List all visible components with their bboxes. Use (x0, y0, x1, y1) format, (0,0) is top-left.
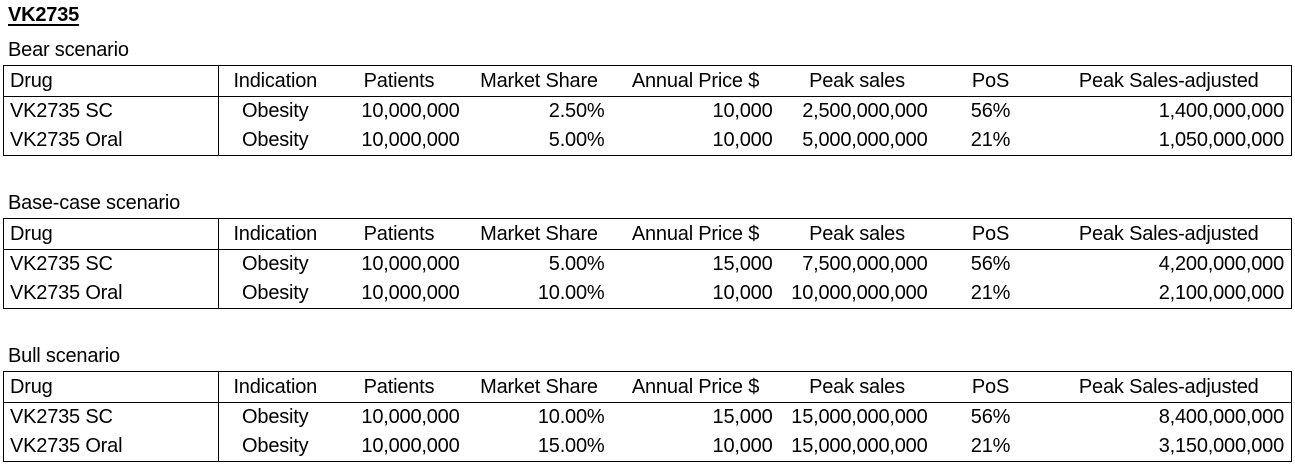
cell-market-share: 10.00% (537, 282, 605, 304)
cell-market-share: 15.00% (537, 435, 605, 457)
header-row: Drug Indication Patients Market Share An… (3, 371, 1292, 403)
cell-drug: VK2735 Oral (3, 432, 219, 462)
scenario-table-bull: Drug Indication Patients Market Share An… (3, 371, 1292, 462)
col-header-drug: Drug (3, 218, 219, 250)
cell-indication: Obesity (242, 253, 309, 275)
cell-drug: VK2735 SC (3, 402, 219, 432)
cell-peak-sales-adjusted: 1,050,000,000 (1158, 129, 1285, 151)
cell-indication: Obesity (242, 282, 309, 304)
cell-peak-sales: 5,000,000,000 (802, 129, 928, 151)
col-header-pos: PoS (934, 218, 1047, 250)
header-row: Drug Indication Patients Market Share An… (3, 218, 1292, 250)
cell-annual-price: 10,000 (712, 435, 773, 457)
cell-drug: VK2735 Oral (3, 279, 219, 309)
cell-patients: 10,000,000 (361, 253, 460, 275)
cell-pos: 56% (970, 406, 1011, 428)
header-row: Drug Indication Patients Market Share An… (3, 65, 1292, 97)
col-header-market-share: Market Share (466, 65, 612, 97)
cell-indication: Obesity (242, 406, 309, 428)
cell-pos: 21% (970, 282, 1011, 304)
cell-peak-sales: 15,000,000,000 (791, 435, 928, 457)
cell-indication: Obesity (242, 435, 309, 457)
cell-annual-price: 10,000 (712, 129, 773, 151)
cell-market-share: 10.00% (537, 406, 605, 428)
cell-peak-sales-adjusted: 3,150,000,000 (1158, 435, 1285, 457)
cell-peak-sales: 15,000,000,000 (791, 406, 928, 428)
cell-drug: VK2735 Oral (3, 126, 219, 156)
cell-annual-price: 15,000 (712, 406, 773, 428)
col-header-drug: Drug (3, 371, 219, 403)
cell-peak-sales-adjusted: 2,100,000,000 (1158, 282, 1285, 304)
cell-annual-price: 10,000 (712, 100, 773, 122)
col-header-annual-price: Annual Price $ (611, 371, 780, 403)
cell-pos: 56% (970, 100, 1011, 122)
scenario-section-bear: Bear scenario Drug Indication Patients M… (0, 39, 1295, 156)
cell-peak-sales: 2,500,000,000 (802, 100, 928, 122)
cell-peak-sales: 10,000,000,000 (791, 282, 928, 304)
cell-peak-sales-adjusted: 8,400,000,000 (1158, 406, 1285, 428)
col-header-patients: Patients (331, 65, 467, 97)
cell-pos: 21% (970, 129, 1011, 151)
col-header-patients: Patients (331, 218, 467, 250)
col-header-peak-sales: Peak sales (779, 218, 935, 250)
cell-drug: VK2735 SC (3, 249, 219, 279)
table-row: VK2735 Oral Obesity 10,000,000 10.00% 10… (3, 279, 1292, 309)
table-row: VK2735 SC Obesity 10,000,000 2.50% 10,00… (3, 96, 1292, 126)
cell-patients: 10,000,000 (361, 129, 460, 151)
col-header-peak-sales-adjusted: Peak Sales-adjusted (1046, 371, 1292, 403)
page-title: VK2735 (8, 4, 80, 26)
table-row: VK2735 SC Obesity 10,000,000 5.00% 15,00… (3, 249, 1292, 279)
cell-pos: 21% (970, 435, 1011, 457)
col-header-annual-price: Annual Price $ (611, 218, 780, 250)
scenario-table-bear: Drug Indication Patients Market Share An… (3, 65, 1292, 156)
table-row: VK2735 Oral Obesity 10,000,000 5.00% 10,… (3, 126, 1292, 156)
scenario-label: Bear scenario (8, 39, 129, 61)
cell-patients: 10,000,000 (361, 282, 460, 304)
col-header-pos: PoS (934, 65, 1047, 97)
cell-indication: Obesity (242, 100, 309, 122)
cell-peak-sales-adjusted: 1,400,000,000 (1158, 100, 1285, 122)
table-row: VK2735 SC Obesity 10,000,000 10.00% 15,0… (3, 402, 1292, 432)
table-row: VK2735 Oral Obesity 10,000,000 15.00% 10… (3, 432, 1292, 462)
col-header-indication: Indication (218, 65, 332, 97)
col-header-pos: PoS (934, 371, 1047, 403)
col-header-drug: Drug (3, 65, 219, 97)
scenario-section-base-case: Base-case scenario Drug Indication Patie… (0, 192, 1295, 309)
col-header-market-share: Market Share (466, 218, 612, 250)
cell-indication: Obesity (242, 129, 309, 151)
col-header-annual-price: Annual Price $ (611, 65, 780, 97)
col-header-indication: Indication (218, 218, 332, 250)
col-header-market-share: Market Share (466, 371, 612, 403)
col-header-peak-sales: Peak sales (779, 371, 935, 403)
col-header-patients: Patients (331, 371, 467, 403)
cell-annual-price: 15,000 (712, 253, 773, 275)
cell-annual-price: 10,000 (712, 282, 773, 304)
cell-peak-sales: 7,500,000,000 (802, 253, 928, 275)
document: VK2735 Bear scenario Drug Indication Pat… (0, 4, 1295, 462)
scenario-table-base-case: Drug Indication Patients Market Share An… (3, 218, 1292, 309)
cell-pos: 56% (970, 253, 1011, 275)
cell-patients: 10,000,000 (361, 100, 460, 122)
scenario-label: Bull scenario (8, 345, 120, 367)
cell-peak-sales-adjusted: 4,200,000,000 (1158, 253, 1285, 275)
col-header-peak-sales: Peak sales (779, 65, 935, 97)
scenario-label: Base-case scenario (8, 192, 181, 214)
cell-market-share: 5.00% (548, 129, 605, 151)
cell-patients: 10,000,000 (361, 435, 460, 457)
col-header-peak-sales-adjusted: Peak Sales-adjusted (1046, 218, 1292, 250)
cell-patients: 10,000,000 (361, 406, 460, 428)
col-header-indication: Indication (218, 371, 332, 403)
cell-market-share: 2.50% (548, 100, 605, 122)
cell-drug: VK2735 SC (3, 96, 219, 126)
scenario-section-bull: Bull scenario Drug Indication Patients M… (0, 345, 1295, 462)
cell-market-share: 5.00% (548, 253, 605, 275)
col-header-peak-sales-adjusted: Peak Sales-adjusted (1046, 65, 1292, 97)
